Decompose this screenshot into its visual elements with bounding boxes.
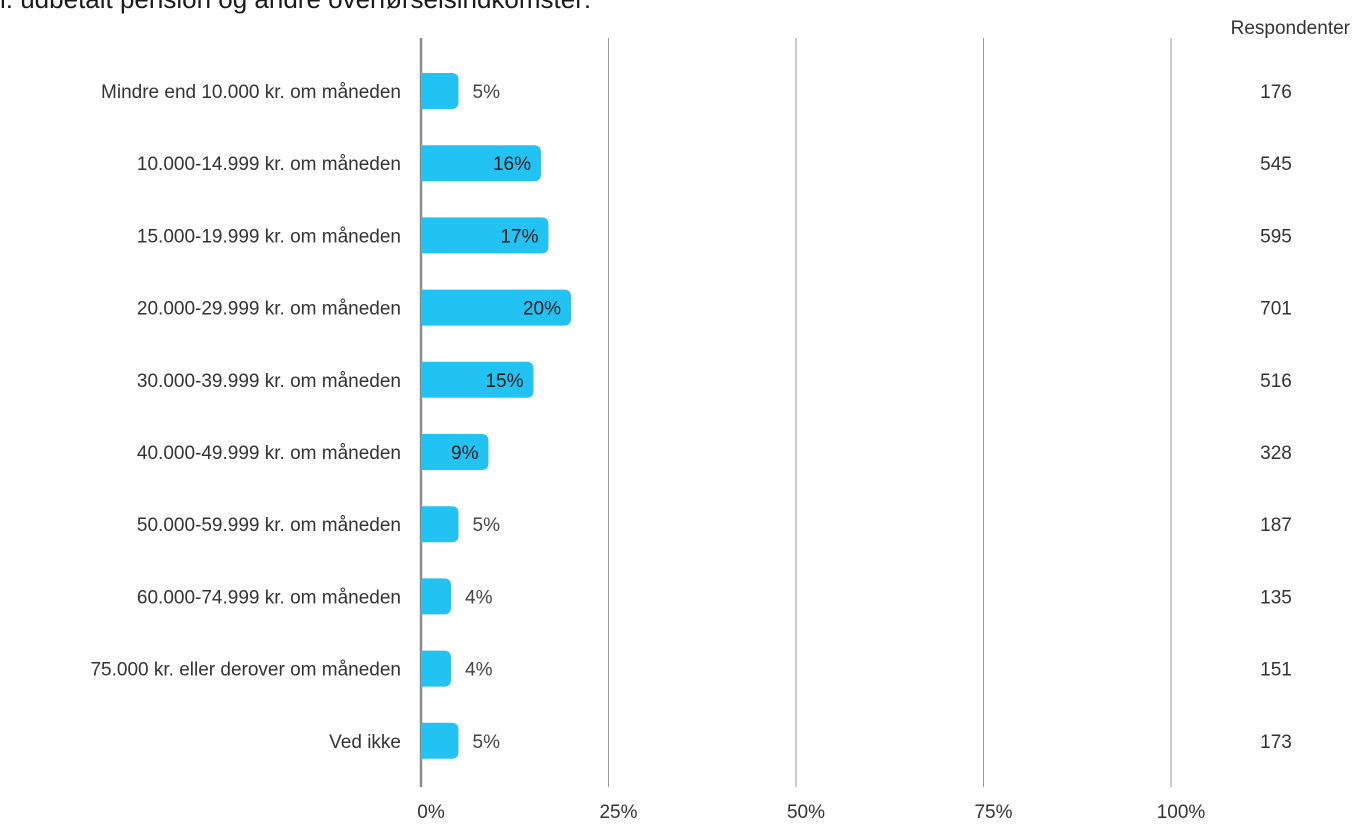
bar (421, 73, 459, 109)
category-label: 40.000-49.999 kr. om måneden (137, 443, 401, 464)
respondents-count: 545 (1260, 154, 1292, 175)
category-label: 15.000-19.999 kr. om måneden (137, 226, 401, 247)
x-tick-label: 50% (787, 802, 825, 823)
x-tick-label: 100% (1157, 802, 1206, 823)
data-label: 20% (523, 299, 561, 320)
data-label: 4% (465, 660, 493, 681)
x-tick-label: 25% (599, 802, 637, 823)
data-label: 17% (500, 226, 538, 247)
bar (421, 506, 459, 542)
data-label: 4% (465, 587, 493, 608)
respondents-count: 595 (1260, 226, 1292, 247)
category-label: 30.000-39.999 kr. om måneden (137, 371, 401, 392)
bar (421, 578, 451, 614)
respondents-count: 328 (1260, 443, 1292, 464)
x-tick-label: 75% (974, 802, 1012, 823)
category-label: Ved ikke (329, 732, 401, 753)
category-label: 60.000-74.999 kr. om måneden (137, 587, 401, 608)
category-label: Mindre end 10.000 kr. om måneden (101, 82, 401, 103)
category-label: 20.000-29.999 kr. om måneden (137, 299, 401, 320)
data-label: 16% (493, 154, 531, 175)
category-label: 75.000 kr. eller derover om måneden (90, 660, 401, 681)
data-label: 5% (473, 82, 501, 103)
data-label: 5% (473, 515, 501, 536)
data-label: 9% (451, 443, 479, 464)
category-label: 50.000-59.999 kr. om måneden (137, 515, 401, 536)
data-label: 15% (485, 371, 523, 392)
respondents-count: 701 (1260, 299, 1292, 320)
respondents-count: 173 (1260, 732, 1292, 753)
bar (421, 723, 459, 759)
category-label: 10.000-14.999 kr. om måneden (137, 154, 401, 175)
data-label: 5% (473, 732, 501, 753)
respondents-count: 187 (1260, 515, 1292, 536)
respondents-count: 151 (1260, 660, 1292, 681)
bar (421, 651, 451, 687)
x-tick-label: 0% (417, 802, 445, 823)
respondents-count: 516 (1260, 371, 1292, 392)
respondents-count: 176 (1260, 82, 1292, 103)
respondents-count: 135 (1260, 587, 1292, 608)
